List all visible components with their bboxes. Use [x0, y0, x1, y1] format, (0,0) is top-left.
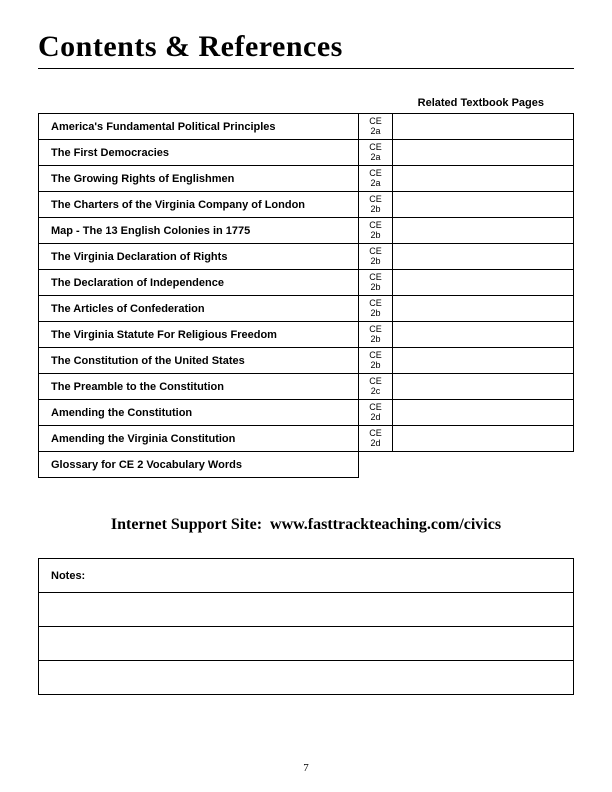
row-title: America's Fundamental Political Principl… [39, 114, 359, 140]
table-row: America's Fundamental Political Principl… [39, 114, 574, 140]
row-code: CE2c [359, 374, 393, 400]
row-reference [393, 192, 574, 218]
row-reference [393, 218, 574, 244]
row-code: CE2b [359, 296, 393, 322]
row-reference [393, 322, 574, 348]
row-code-line2: 2b [359, 231, 392, 240]
table-row: The Preamble to the ConstitutionCE2c [39, 374, 574, 400]
table-row: Map - The 13 English Colonies in 1775CE2… [39, 218, 574, 244]
row-title: The Preamble to the Constitution [39, 374, 359, 400]
row-title: Glossary for CE 2 Vocabulary Words [39, 452, 359, 478]
table-row: The Growing Rights of EnglishmenCE2a [39, 166, 574, 192]
notes-row: Notes: [39, 559, 574, 593]
row-code: CE2b [359, 218, 393, 244]
row-code: CE2b [359, 192, 393, 218]
row-reference [393, 348, 574, 374]
row-title: The Growing Rights of Englishmen [39, 166, 359, 192]
row-code-line2: 2b [359, 257, 392, 266]
row-code-line2: 2d [359, 413, 392, 422]
row-code-line2: 2b [359, 309, 392, 318]
table-row: The Declaration of IndependenceCE2b [39, 270, 574, 296]
row-title: The First Democracies [39, 140, 359, 166]
row-code: CE2b [359, 270, 393, 296]
notes-cell [39, 661, 574, 695]
row-title: The Charters of the Virginia Company of … [39, 192, 359, 218]
row-code-line2: 2a [359, 179, 392, 188]
notes-label-cell: Notes: [39, 559, 574, 593]
row-code-line2: 2b [359, 361, 392, 370]
row-reference [393, 270, 574, 296]
page-title: Contents & References [38, 30, 574, 69]
row-title: Amending the Constitution [39, 400, 359, 426]
contents-table: America's Fundamental Political Principl… [38, 113, 574, 478]
row-reference [393, 374, 574, 400]
row-reference [393, 244, 574, 270]
table-row: Glossary for CE 2 Vocabulary Words [39, 452, 574, 478]
row-code: CE2b [359, 322, 393, 348]
notes-cell [39, 627, 574, 661]
table-row: Amending the Virginia ConstitutionCE2d [39, 426, 574, 452]
row-code-line2: 2d [359, 439, 392, 448]
row-title: The Virginia Declaration of Rights [39, 244, 359, 270]
empty-cell [359, 452, 393, 478]
row-reference [393, 166, 574, 192]
row-reference [393, 114, 574, 140]
row-code: CE2a [359, 114, 393, 140]
row-code: CE2b [359, 348, 393, 374]
row-code-line2: 2a [359, 153, 392, 162]
row-reference [393, 140, 574, 166]
table-row: The Charters of the Virginia Company of … [39, 192, 574, 218]
table-row: The First DemocraciesCE2a [39, 140, 574, 166]
row-reference [393, 426, 574, 452]
row-code: CE2d [359, 426, 393, 452]
row-code: CE2a [359, 140, 393, 166]
row-code-line2: 2b [359, 205, 392, 214]
related-pages-header: Related Textbook Pages [38, 97, 574, 109]
row-code: CE2d [359, 400, 393, 426]
row-title: The Articles of Confederation [39, 296, 359, 322]
page-number: 7 [0, 762, 612, 774]
row-title: The Constitution of the United States [39, 348, 359, 374]
table-row: The Constitution of the United StatesCE2… [39, 348, 574, 374]
row-code: CE2a [359, 166, 393, 192]
row-reference [393, 400, 574, 426]
table-row: The Articles of ConfederationCE2b [39, 296, 574, 322]
table-row: The Virginia Declaration of RightsCE2b [39, 244, 574, 270]
row-code: CE2b [359, 244, 393, 270]
notes-cell [39, 593, 574, 627]
notes-row [39, 627, 574, 661]
empty-cell [393, 452, 574, 478]
row-reference [393, 296, 574, 322]
row-code-line2: 2b [359, 283, 392, 292]
notes-row [39, 661, 574, 695]
row-title: The Declaration of Independence [39, 270, 359, 296]
row-code-line2: 2b [359, 335, 392, 344]
table-row: The Virginia Statute For Religious Freed… [39, 322, 574, 348]
notes-row [39, 593, 574, 627]
table-row: Amending the ConstitutionCE2d [39, 400, 574, 426]
row-code-line2: 2a [359, 127, 392, 136]
support-site-line: Internet Support Site: www.fasttrackteac… [38, 516, 574, 534]
notes-table: Notes: [38, 558, 574, 695]
row-title: Map - The 13 English Colonies in 1775 [39, 218, 359, 244]
row-code-line2: 2c [359, 387, 392, 396]
row-title: The Virginia Statute For Religious Freed… [39, 322, 359, 348]
row-title: Amending the Virginia Constitution [39, 426, 359, 452]
